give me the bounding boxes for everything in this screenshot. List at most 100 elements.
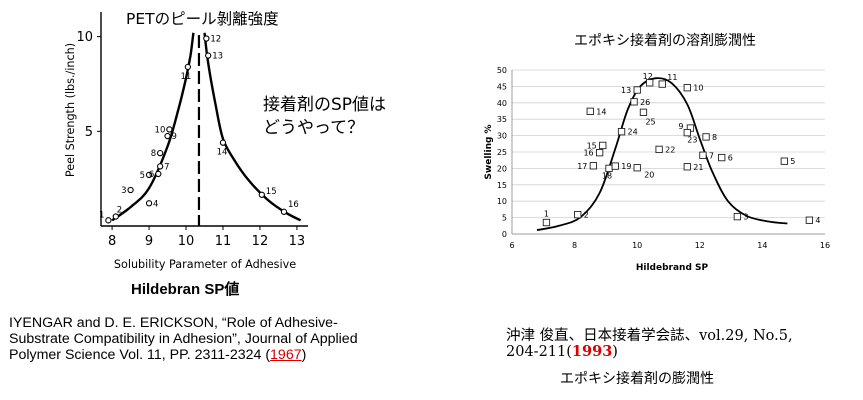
right-y-tick-label: 30: [497, 132, 507, 141]
left-point-label: 11: [180, 72, 191, 82]
left-citation-line-3-post: ): [301, 347, 307, 363]
left-x-tick-label: 10: [178, 234, 195, 249]
right-point-label: 21: [693, 163, 703, 172]
right-point-24: [617, 128, 626, 136]
right-point-20: [633, 164, 641, 172]
right-point-3: [733, 212, 742, 221]
left-chart-title: PETのピール剝離強度: [126, 10, 279, 28]
right-y-tick-label: 5: [502, 214, 507, 223]
right-point-label: 19: [621, 162, 631, 171]
right-x-tick-label: 10: [632, 241, 642, 250]
right-point-label: 12: [643, 72, 653, 81]
right-point-14: [586, 107, 594, 115]
right-point-8: [702, 133, 710, 141]
right-point-26: [630, 98, 638, 106]
right-y-tick-label: 0: [502, 230, 507, 239]
right-point-15: [599, 141, 607, 150]
left-x-tick-label: 11: [215, 234, 232, 249]
right-y-tick-label: 25: [497, 148, 507, 157]
right-point-label: 14: [596, 107, 606, 116]
right-point-label: 23: [687, 136, 697, 145]
right-x-tick-label: 8: [572, 241, 577, 250]
right-x-tick-label: 6: [509, 241, 514, 250]
left-point-15: [258, 191, 265, 198]
right-point-7: [699, 151, 707, 159]
right-point-label: 13: [621, 86, 631, 95]
left-x-tick-label: 12: [252, 234, 269, 249]
left-x-tick-label: 13: [289, 234, 306, 249]
right-point-21: [683, 163, 691, 171]
left-point-label: 1: [99, 210, 104, 220]
left-y-tick-label: 5: [85, 125, 93, 140]
right-point-label: 18: [602, 171, 612, 180]
left-point-6: [155, 170, 162, 178]
left-citation-line-3-pre: Polymer Science Vol. 11, PP. 2311-2324 (: [9, 347, 271, 363]
right-point-label: 3: [743, 213, 748, 222]
left-point-label: 12: [210, 35, 221, 45]
right-point-label: 1: [544, 210, 549, 219]
right-point-label: 24: [628, 128, 638, 137]
right-point-label: 8: [712, 133, 717, 142]
right-y-tick-label: 40: [497, 99, 507, 108]
right-x-tick-label: 16: [820, 241, 830, 250]
left-point-label: 10: [155, 125, 166, 135]
right-point-label: 22: [665, 145, 675, 154]
left-caption: Hildebran SP値: [131, 281, 240, 298]
right-x-tick-label: 12: [695, 241, 705, 250]
right-y-axis-label: Swelling %: [484, 124, 494, 179]
right-point-label: 25: [645, 117, 655, 126]
right-point-25: [639, 108, 648, 116]
right-point-label: 7: [709, 151, 714, 160]
left-point-label: 4: [153, 199, 158, 209]
right-point-label: 15: [587, 141, 597, 150]
left-point-label: 3: [121, 186, 126, 196]
left-x-tick-label: 8: [108, 234, 116, 249]
right-citation-line-2: 204-211(1993): [506, 343, 618, 360]
left-fit-curve-falling: [203, 32, 302, 222]
left-fit-curve-rising: [111, 32, 195, 222]
right-y-tick-label: 20: [497, 164, 507, 173]
left-question-line-1: 接着剤のSP値は: [263, 95, 387, 115]
right-point-1: [542, 218, 551, 227]
left-point-8: [156, 149, 164, 157]
left-point-3: [127, 186, 134, 194]
right-point-12: [646, 79, 654, 87]
right-point-label: 16: [583, 149, 593, 158]
left-point-7: [156, 163, 164, 170]
right-point-23: [683, 128, 691, 137]
left-point-label: 9: [172, 132, 177, 142]
left-x-axis-label: Solubility Parameter of Adhesive: [114, 258, 296, 271]
left-y-axis-label: Peel Strength (lbs./inch): [64, 43, 77, 177]
left-question-line-2: どうやって？: [263, 118, 365, 138]
right-point-10: [683, 84, 691, 92]
right-y-tick-label: 45: [497, 82, 507, 91]
left-point-9: [164, 132, 171, 140]
right-citation-line-1: 沖津 俊直、日本接着学会誌、vol.29, No.5,: [506, 328, 793, 344]
right-point-6: [718, 153, 726, 162]
right-point-22: [655, 145, 663, 154]
left-y-tick-label: 10: [76, 30, 93, 45]
right-point-5: [780, 157, 788, 165]
left-point-label: 8: [151, 149, 156, 159]
left-point-13: [205, 52, 212, 59]
right-y-tick-label: 10: [497, 197, 507, 206]
left-point-label: 15: [266, 187, 277, 197]
right-point-label: 11: [667, 73, 677, 82]
left-point-label: 13: [212, 52, 223, 62]
left-citation-line-2: Substrate Compatibility in Adhesion”, Jo…: [9, 331, 358, 347]
left-citation-year-link[interactable]: 1967: [270, 347, 302, 363]
right-fit-curve: [536, 77, 788, 231]
right-point-label: 10: [693, 84, 703, 93]
right-chart-title: エポキシ接着剤の溶剤膨潤性: [574, 33, 756, 49]
left-point-14: [219, 139, 227, 146]
right-point-label: 2: [584, 211, 589, 220]
left-citation-line-1: IYENGAR and D. E. ERICKSON, “Role of Adh…: [9, 315, 338, 331]
left-point-label: 16: [288, 200, 299, 210]
right-point-label: 6: [728, 154, 733, 163]
left-point-label: 6: [149, 170, 154, 180]
right-point-label: 9: [678, 122, 683, 131]
left-point-1: [105, 217, 112, 224]
left-point-2: [112, 213, 119, 220]
